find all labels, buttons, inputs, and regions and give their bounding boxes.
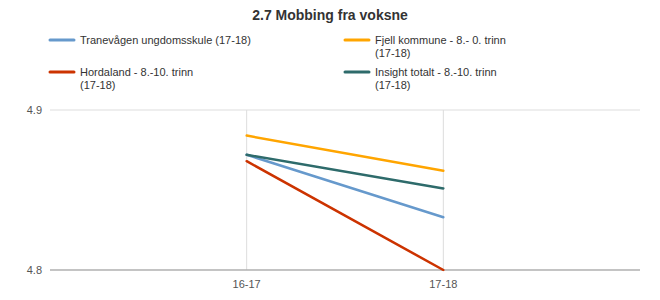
- chart: 2.7 Mobbing fra voksneTranevågen ungdoms…: [0, 0, 660, 300]
- title: 2.7 Mobbing fra voksne: [252, 7, 408, 23]
- legend-swatch: [345, 71, 369, 74]
- series-line: [247, 161, 444, 270]
- legend-label-line: (17-18): [375, 47, 410, 59]
- chart-container: 2.7 Mobbing fra voksneTranevågen ungdoms…: [0, 0, 660, 300]
- y-grid-line: [50, 270, 640, 271]
- y-tick-label: 4.8: [27, 264, 42, 276]
- legend-swatch: [345, 39, 369, 42]
- series-line: [247, 136, 444, 171]
- legend-label-line: Hordaland - 8.-10. trinn: [80, 66, 193, 78]
- legend-label-line: Fjell kommune - 8.- 0. trinn: [375, 34, 506, 46]
- y-grid-line: [50, 110, 640, 111]
- legend-label-line: Tranevågen ungdomsskule (17-18): [80, 34, 251, 46]
- x-grid-line: [443, 110, 444, 270]
- legend-label: Fjell kommune - 8.- 0. trinn(17-18): [375, 34, 506, 59]
- x-tick-label: 17-18: [429, 278, 457, 290]
- legend-label-line: Insight totalt - 8.-10. trinn: [375, 66, 497, 78]
- y-tick-label: 4.9: [27, 104, 42, 116]
- legend-label-line: (17-18): [375, 79, 410, 91]
- legend-swatch: [50, 71, 74, 74]
- series-line: [247, 155, 444, 189]
- x-grid-line: [246, 110, 247, 270]
- legend: Tranevågen ungdomsskule (17-18) Fjell kom…: [50, 34, 506, 91]
- page: {"chart_data": {"type": "line", "title":…: [0, 0, 660, 300]
- legend-label: Hordaland - 8.-10. trinn(17-18): [80, 66, 193, 91]
- plot-area: [247, 136, 444, 270]
- legend-swatch: [50, 39, 74, 42]
- grid: [50, 110, 640, 270]
- legend-label-line: (17-18): [80, 79, 115, 91]
- x-axis-line: [50, 270, 640, 271]
- series-line: [247, 155, 444, 217]
- x-tick-label: 16-17: [233, 278, 261, 290]
- legend-label: Tranevågen ungdomsskule (17-18): [80, 34, 251, 46]
- legend-label: Insight totalt - 8.-10. trinn(17-18): [375, 66, 497, 91]
